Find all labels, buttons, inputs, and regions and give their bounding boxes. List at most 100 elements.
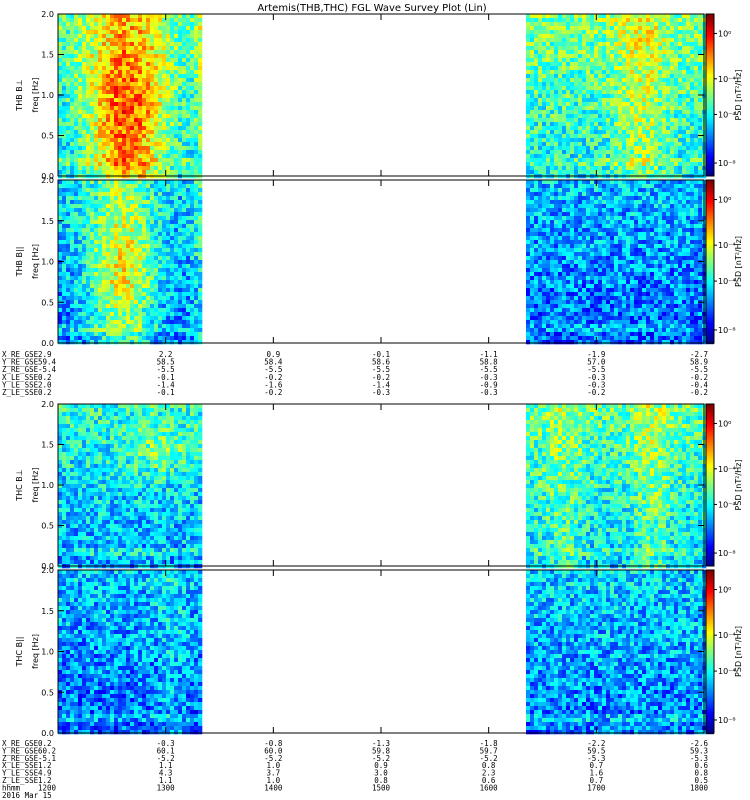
- spectrogram-cell: [634, 126, 639, 131]
- spectrogram-cell: [122, 248, 127, 253]
- spectrogram-cell: [178, 340, 183, 345]
- spectrogram-cell: [562, 110, 567, 115]
- spectrogram-cell: [90, 328, 95, 333]
- spectrogram-cell: [698, 98, 703, 103]
- spectrogram-cell: [674, 126, 679, 131]
- spectrogram-cell: [82, 142, 87, 147]
- spectrogram-cell: [166, 260, 171, 265]
- spectrogram-cell: [178, 260, 183, 265]
- spectrogram-cell: [78, 58, 83, 63]
- spectrogram-cell: [534, 126, 539, 131]
- spectrogram-cell: [686, 142, 691, 147]
- spectrogram-cell: [130, 288, 135, 293]
- spectrogram-cell: [146, 332, 151, 337]
- spectrogram-cell: [90, 118, 95, 123]
- spectrogram-cell: [546, 118, 551, 123]
- spectrogram-cell: [526, 212, 531, 217]
- spectrogram-cell: [670, 162, 675, 167]
- spectrogram-cell: [570, 30, 575, 35]
- spectrogram-cell: [638, 154, 643, 159]
- spectrogram-cell: [166, 240, 171, 245]
- spectrogram-cell: [626, 66, 631, 71]
- spectrogram-cell: [602, 118, 607, 123]
- spectrogram-cell: [158, 134, 163, 139]
- spectrogram-cell: [178, 300, 183, 305]
- spectrogram-cell: [142, 256, 147, 261]
- spectrogram-cell: [154, 208, 159, 213]
- spectrogram-cell: [630, 38, 635, 43]
- spectrogram-cell: [86, 38, 91, 43]
- spectrogram-cell: [542, 150, 547, 155]
- spectrogram-cell: [110, 62, 115, 67]
- spectrogram-cell: [102, 130, 107, 135]
- spectrogram-cell: [682, 130, 687, 135]
- spectrogram-cell: [586, 58, 591, 63]
- spectrogram-cell: [130, 204, 135, 209]
- spectrogram-cell: [614, 58, 619, 63]
- spectrogram-cell: [134, 220, 139, 225]
- spectrogram-cell: [186, 126, 191, 131]
- spectrogram-cell: [150, 22, 155, 27]
- colorbar-frame: [705, 13, 715, 177]
- spectrogram-cell: [614, 46, 619, 51]
- spectrogram-cell: [134, 204, 139, 209]
- spectrogram-cell: [158, 324, 163, 329]
- spectrogram-cell: [574, 78, 579, 83]
- spectrogram-cell: [182, 154, 187, 159]
- spectrogram-cell: [586, 74, 591, 79]
- spectrogram-cell: [102, 196, 107, 201]
- spectrogram-cell: [186, 252, 191, 257]
- spectrogram-cell: [186, 78, 191, 83]
- spectrogram-cell: [110, 304, 115, 309]
- spectrogram-cell: [150, 118, 155, 123]
- spectrogram-cell: [190, 26, 195, 31]
- spectrogram-cell: [142, 50, 147, 55]
- spectrogram-cell: [638, 50, 643, 55]
- spectrogram-cell: [158, 320, 163, 325]
- spectrogram-cell: [662, 130, 667, 135]
- spectrogram-cell: [138, 272, 143, 277]
- spectrogram-cell: [150, 114, 155, 119]
- spectrogram-cell: [58, 252, 63, 257]
- spectrogram-cell: [110, 98, 115, 103]
- spectrogram-cell: [530, 162, 535, 167]
- spectrogram-cell: [646, 94, 651, 99]
- spectrogram-cell: [78, 150, 83, 155]
- spectrogram-cell: [110, 296, 115, 301]
- spectrogram-cell: [198, 126, 203, 131]
- spectrogram-cell: [126, 260, 131, 265]
- spectrogram-cell: [106, 220, 111, 225]
- spectrogram-cell: [670, 146, 675, 151]
- spectrogram-cell: [114, 122, 119, 127]
- spectrogram-cell: [146, 170, 151, 175]
- spectrogram-cell: [178, 118, 183, 123]
- spectrogram-cell: [170, 46, 175, 51]
- spectrogram-cell: [554, 166, 559, 171]
- spectrogram-cell: [62, 220, 67, 225]
- spectrogram-cell: [74, 280, 79, 285]
- spectrogram-cell: [650, 166, 655, 171]
- spectrogram-cell: [94, 170, 99, 175]
- spectrogram-cell: [618, 42, 623, 47]
- spectrogram-cell: [662, 126, 667, 131]
- spectrogram-cell: [586, 122, 591, 127]
- spectrogram-cell: [534, 94, 539, 99]
- spectrogram-cell: [674, 22, 679, 27]
- spectrogram-cell: [86, 130, 91, 135]
- spectrogram-cell: [606, 114, 611, 119]
- spectrogram-cell: [94, 336, 99, 341]
- spectrogram-cell: [58, 196, 63, 201]
- spectrogram-cell: [70, 134, 75, 139]
- spectrogram-cell: [586, 14, 591, 19]
- spectrogram-cell: [554, 82, 559, 87]
- spectrogram-cell: [138, 102, 143, 107]
- spectrogram-cell: [158, 304, 163, 309]
- spectrogram-cell: [182, 138, 187, 143]
- spectrogram-cell: [550, 102, 555, 107]
- spectrogram-cell: [102, 264, 107, 269]
- spectrogram-cell: [78, 232, 83, 237]
- spectrogram-cell: [150, 154, 155, 159]
- spectrogram-cell: [186, 212, 191, 217]
- spectrogram-cell: [162, 240, 167, 245]
- spectrogram-cell: [678, 50, 683, 55]
